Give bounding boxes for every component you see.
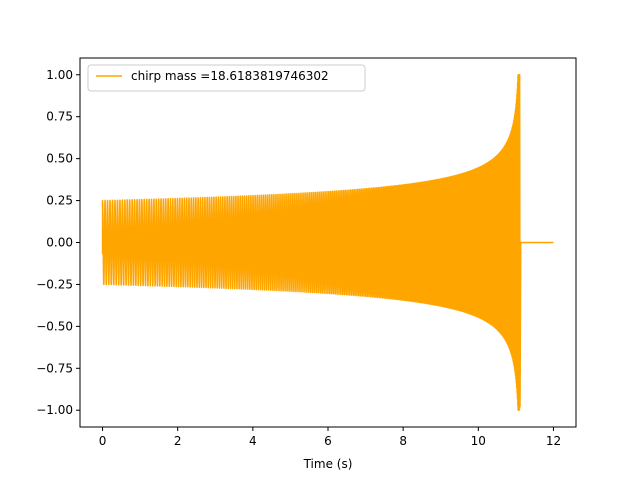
x-tick-label: 6 <box>324 434 332 448</box>
y-tick-label: 1.00 <box>46 68 73 82</box>
y-axis: −1.00 −0.75 −0.50 −0.25 0.00 0.25 0.50 0.75 1.00 <box>36 68 80 417</box>
y-tick-label: 0.00 <box>46 236 73 250</box>
legend-entry-label: chirp mass =18.6183819746302 <box>131 69 329 83</box>
y-tick-label: 0.50 <box>46 152 73 166</box>
x-tick-label: 4 <box>249 434 257 448</box>
y-tick-label: −0.25 <box>36 277 73 291</box>
y-tick-label: −0.75 <box>36 361 73 375</box>
y-tick-label: 0.25 <box>46 194 73 208</box>
x-tick-label: 8 <box>399 434 407 448</box>
legend: chirp mass =18.6183819746302 <box>87 64 366 92</box>
x-tick-label: 2 <box>174 434 182 448</box>
x-tick-label: 10 <box>471 434 486 448</box>
x-tick-label: 12 <box>546 434 561 448</box>
plot-area <box>101 74 554 411</box>
x-axis: 0 2 4 6 8 10 12 <box>99 427 561 448</box>
y-tick-label: −0.50 <box>36 319 73 333</box>
legend-box <box>87 64 366 92</box>
x-axis-label: Time (s) <box>303 457 353 471</box>
y-tick-label: 0.75 <box>46 110 73 124</box>
series-line <box>101 74 554 411</box>
y-tick-label: −1.00 <box>36 403 73 417</box>
x-tick-label: 0 <box>99 434 107 448</box>
